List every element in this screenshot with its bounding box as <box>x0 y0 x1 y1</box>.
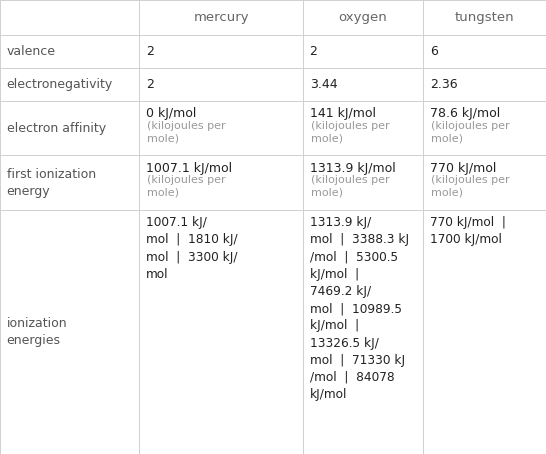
Bar <box>0 0 139 35</box>
Bar <box>0 35 139 68</box>
Text: 1313.9 kJ/mol: 1313.9 kJ/mol <box>310 162 395 175</box>
Bar <box>303 68 423 101</box>
Bar <box>303 210 423 454</box>
Text: 770 kJ/mol  |
1700 kJ/mol: 770 kJ/mol | 1700 kJ/mol <box>430 216 506 247</box>
Bar <box>423 101 546 155</box>
Bar <box>423 0 546 35</box>
Text: 2: 2 <box>146 78 153 91</box>
Text: 78.6 kJ/mol: 78.6 kJ/mol <box>430 107 500 120</box>
Text: oxygen: oxygen <box>339 11 388 24</box>
Text: (kilojoules per
mole): (kilojoules per mole) <box>311 175 390 197</box>
Bar <box>303 101 423 155</box>
Bar <box>303 0 423 35</box>
Bar <box>139 0 303 35</box>
Text: 1007.1 kJ/
mol  |  1810 kJ/
mol  |  3300 kJ/
mol: 1007.1 kJ/ mol | 1810 kJ/ mol | 3300 kJ/… <box>146 216 238 281</box>
Text: first ionization
energy: first ionization energy <box>7 168 96 197</box>
Text: (kilojoules per
mole): (kilojoules per mole) <box>431 175 510 197</box>
Text: valence: valence <box>7 45 56 58</box>
Bar <box>303 35 423 68</box>
Bar <box>139 101 303 155</box>
Bar <box>0 155 139 210</box>
Bar <box>423 155 546 210</box>
Text: 2: 2 <box>310 45 317 58</box>
Text: 141 kJ/mol: 141 kJ/mol <box>310 107 376 120</box>
Text: mercury: mercury <box>193 11 249 24</box>
Text: 1007.1 kJ/mol: 1007.1 kJ/mol <box>146 162 232 175</box>
Bar <box>423 210 546 454</box>
Text: (kilojoules per
mole): (kilojoules per mole) <box>311 121 390 143</box>
Bar <box>303 155 423 210</box>
Text: (kilojoules per
mole): (kilojoules per mole) <box>431 121 510 143</box>
Text: 1313.9 kJ/
mol  |  3388.3 kJ
/mol  |  5300.5
kJ/mol  |
7469.2 kJ/
mol  |  10989.: 1313.9 kJ/ mol | 3388.3 kJ /mol | 5300.5… <box>310 216 409 401</box>
Text: 2.36: 2.36 <box>430 78 458 91</box>
Bar <box>423 35 546 68</box>
Bar <box>139 210 303 454</box>
Text: electron affinity: electron affinity <box>7 122 106 134</box>
Bar <box>0 68 139 101</box>
Bar <box>139 68 303 101</box>
Text: 3.44: 3.44 <box>310 78 337 91</box>
Bar <box>139 35 303 68</box>
Text: electronegativity: electronegativity <box>7 78 113 91</box>
Bar <box>0 210 139 454</box>
Text: 6: 6 <box>430 45 437 58</box>
Text: 770 kJ/mol: 770 kJ/mol <box>430 162 496 175</box>
Text: ionization
energies: ionization energies <box>7 317 67 347</box>
Bar <box>0 101 139 155</box>
Text: (kilojoules per
mole): (kilojoules per mole) <box>147 121 226 143</box>
Text: (kilojoules per
mole): (kilojoules per mole) <box>147 175 226 197</box>
Text: tungsten: tungsten <box>455 11 514 24</box>
Text: 0 kJ/mol: 0 kJ/mol <box>146 107 196 120</box>
Text: 2: 2 <box>146 45 153 58</box>
Bar <box>139 155 303 210</box>
Bar <box>423 68 546 101</box>
